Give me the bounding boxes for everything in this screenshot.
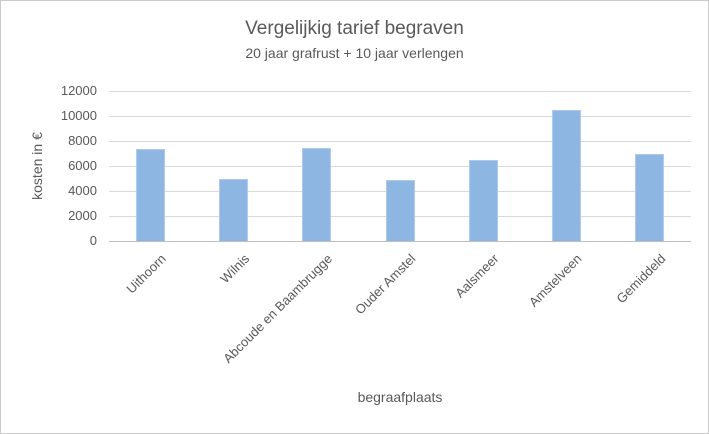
y-axis-title: kosten in € <box>29 132 45 200</box>
y-tick-label: 4000 <box>68 183 97 198</box>
bar <box>302 147 332 241</box>
x-category-label: Ouder Amstel <box>352 251 419 318</box>
bar <box>219 178 249 241</box>
gridline <box>109 91 691 92</box>
chart-title: Vergelijkig tarief begraven <box>245 18 464 39</box>
x-category-label: Amstelveen <box>526 251 585 310</box>
y-tick-label: 0 <box>89 233 97 248</box>
bar <box>385 179 415 241</box>
x-axis-line <box>109 241 691 242</box>
gridline <box>109 141 691 142</box>
bar <box>551 109 581 241</box>
x-category-label: Aalsmeer <box>452 251 502 301</box>
y-tick-label: 2000 <box>68 208 97 223</box>
x-axis-title: begraafplaats <box>357 389 443 405</box>
y-tick-label: 10000 <box>60 108 97 123</box>
y-tick-label: 6000 <box>68 158 97 173</box>
plot-area <box>109 91 691 242</box>
bar <box>136 148 166 241</box>
y-tick-label: 8000 <box>68 133 97 148</box>
gridline <box>109 166 691 167</box>
x-category-label: Gemiddeld <box>612 251 669 307</box>
x-category-label: Uithoorn <box>123 251 170 297</box>
chart-subtitle: 20 jaar grafrust + 10 jaar verlengen <box>245 45 464 61</box>
x-category-label: Wilnis <box>217 251 253 287</box>
y-tick-label: 12000 <box>60 83 97 98</box>
bar <box>634 154 664 241</box>
bar <box>468 159 498 241</box>
gridline <box>109 116 691 117</box>
